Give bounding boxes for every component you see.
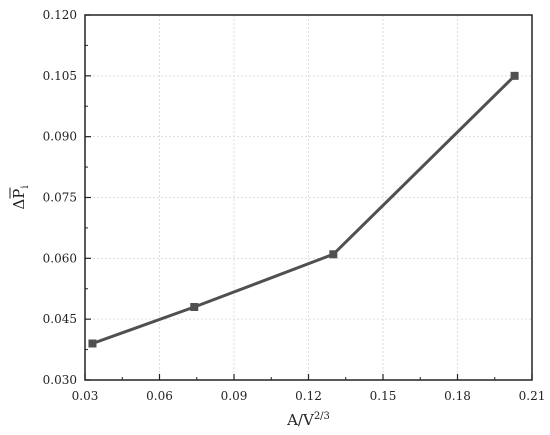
- x-axis-title: A/V2/3: [286, 411, 330, 429]
- x-tick-label: 0.15: [370, 389, 397, 403]
- data-point-marker: [329, 250, 338, 259]
- x-axis-title-base: A/V: [286, 411, 315, 429]
- data-point-marker: [88, 339, 97, 348]
- y-axis-title-text: ΔPi: [10, 185, 31, 209]
- y-tick-label: 0.030: [43, 373, 77, 387]
- y-tick-label: 0.090: [43, 130, 77, 144]
- series-1: [88, 71, 519, 348]
- x-tick-label: 0.03: [72, 389, 99, 403]
- y-tick-label: 0.120: [43, 8, 77, 22]
- y-tick-label: 0.105: [43, 69, 77, 83]
- data-point-marker: [190, 303, 199, 311]
- data-point-marker: [510, 71, 519, 80]
- y-axis-title-base: ΔP: [10, 189, 28, 210]
- y-tick-label: 0.045: [43, 312, 77, 326]
- x-tick-label: 0.06: [146, 389, 173, 403]
- y-axis-title: ΔPi: [9, 185, 31, 210]
- plot-frame: [84, 14, 533, 381]
- x-tick-label: 0.21: [519, 389, 546, 403]
- y-tick-label: 0.060: [43, 251, 77, 265]
- x-tick-label: 0.12: [295, 389, 322, 403]
- x-tick-label: 0.18: [444, 389, 471, 403]
- y-axis-title-sub: i: [20, 185, 31, 188]
- tick-labels: 0.03 0.06 0.09 0.12 0.15 0.18 0.21 0.030 0.045 0.…: [43, 8, 546, 403]
- x-axis-title-sup: 2/3: [314, 411, 330, 422]
- grid-lines: [85, 15, 532, 380]
- series-line: [91, 74, 516, 345]
- y-tick-label: 0.075: [43, 191, 77, 205]
- x-tick-label: 0.09: [221, 389, 248, 403]
- axis-ticks: [84, 14, 533, 381]
